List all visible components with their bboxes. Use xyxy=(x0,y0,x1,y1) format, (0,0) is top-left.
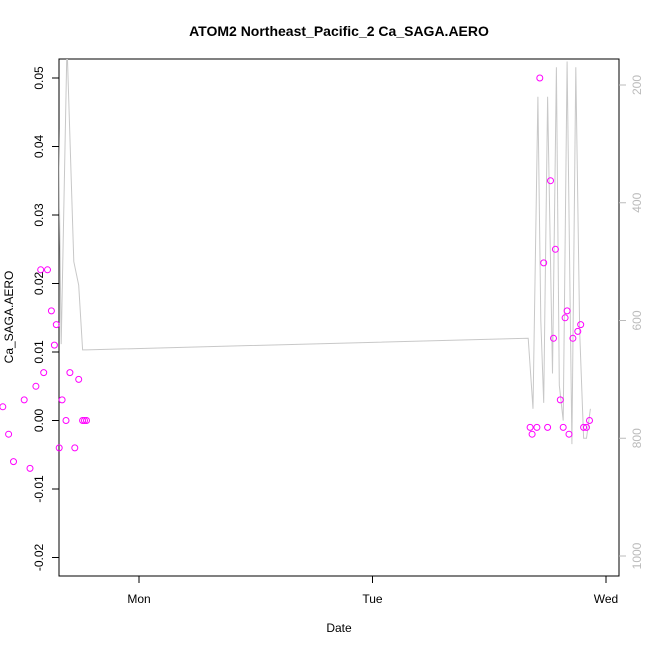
y2-tick-label: 200 xyxy=(630,75,644,95)
y-tick-label: 0.01 xyxy=(32,340,46,364)
x-tick-label: Wed xyxy=(594,592,618,606)
y2-tick-label: 1000 xyxy=(630,542,644,569)
series-points-group xyxy=(0,74,593,472)
data-point xyxy=(5,430,13,438)
y-axis-label: Ca_SAGA.AERO xyxy=(2,271,16,364)
data-point xyxy=(44,266,51,274)
data-point xyxy=(544,423,552,431)
data-point xyxy=(583,423,590,431)
data-point xyxy=(40,369,48,377)
data-point xyxy=(66,369,74,377)
data-point xyxy=(55,444,63,452)
data-point xyxy=(0,403,7,411)
data-point xyxy=(71,444,79,452)
y-tick-label: -0.01 xyxy=(32,475,46,503)
data-point xyxy=(75,375,83,383)
data-point xyxy=(551,245,559,253)
y2-axis: 200 400 600 800 1000 xyxy=(619,75,644,569)
y2-tick-label: 600 xyxy=(630,310,644,330)
data-point xyxy=(550,334,557,342)
data-point xyxy=(79,417,87,424)
data-point xyxy=(83,417,90,424)
data-point xyxy=(26,464,34,472)
series-line xyxy=(59,59,591,445)
data-point xyxy=(569,334,577,342)
data-point xyxy=(10,458,17,466)
data-point xyxy=(565,430,573,438)
data-point xyxy=(526,423,534,431)
data-point xyxy=(58,396,66,404)
y2-tick-label: 800 xyxy=(630,428,644,448)
y-tick-label: -0.02 xyxy=(32,544,46,572)
data-point xyxy=(52,321,60,329)
data-point xyxy=(540,259,548,267)
data-point xyxy=(81,417,88,424)
y2-tick-label: 400 xyxy=(630,192,644,212)
series-line-group xyxy=(59,59,591,445)
data-point xyxy=(536,74,544,82)
data-point xyxy=(50,341,58,349)
data-point xyxy=(37,266,45,274)
plot-frame xyxy=(58,58,620,577)
y-tick-label: 0.04 xyxy=(32,134,46,158)
data-point xyxy=(62,417,70,424)
data-point xyxy=(533,423,541,431)
data-point xyxy=(586,417,593,424)
data-point xyxy=(561,314,569,322)
data-point xyxy=(528,430,536,438)
y-tick-label: 0.03 xyxy=(32,203,46,227)
chart-title: ATOM2 Northeast_Pacific_2 Ca_SAGA.AERO xyxy=(189,23,489,39)
data-point xyxy=(32,382,40,390)
data-point xyxy=(47,307,55,315)
data-point xyxy=(580,423,588,431)
y-axis: -0.02 -0.01 0.00 0.01 0.02 0.03 0.04 0.05 xyxy=(32,66,59,571)
y-tick-label: 0.05 xyxy=(32,66,46,90)
data-point xyxy=(574,327,582,335)
data-point xyxy=(547,177,554,185)
data-point xyxy=(559,423,567,431)
data-point xyxy=(563,307,571,315)
x-axis-label: Date xyxy=(326,621,352,635)
data-point xyxy=(577,321,585,329)
data-point xyxy=(20,396,28,404)
y-tick-label: 0.00 xyxy=(32,408,46,432)
y-tick-label: 0.02 xyxy=(32,271,46,295)
x-tick-label: Tue xyxy=(362,592,383,606)
x-axis: Mon Tue Wed xyxy=(127,575,618,606)
x-tick-label: Mon xyxy=(127,592,150,606)
data-point xyxy=(556,396,564,404)
